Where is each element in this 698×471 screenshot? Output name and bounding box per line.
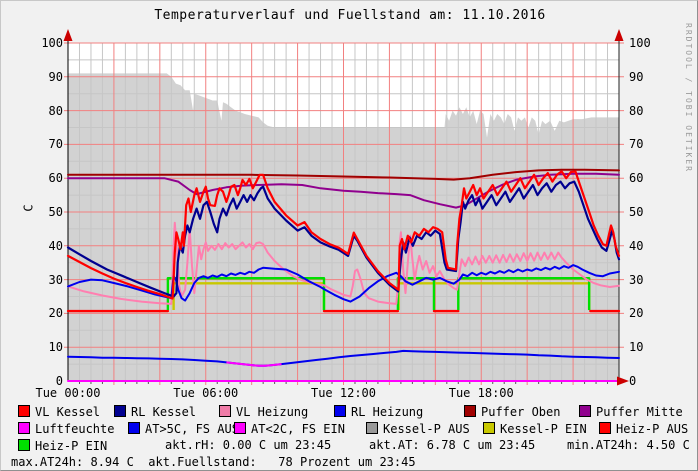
legend-swatch	[114, 405, 126, 417]
y-tick-left-0: 0	[55, 374, 63, 388]
legend-item-vl-heizung: VL Heizung	[219, 405, 308, 418]
series-rl-heizung	[67, 264, 620, 303]
legend-item-kessel-p-ein: Kessel-P EIN	[483, 422, 587, 435]
y-tick-left-30: 30	[48, 272, 63, 287]
y-tick-right-90: 90	[629, 69, 644, 84]
y-tick-right-20: 20	[629, 306, 644, 321]
y-tick-left-40: 40	[48, 238, 63, 253]
legend-swatch	[483, 422, 495, 434]
y-tick-right-70: 70	[629, 137, 644, 152]
legend-swatch	[234, 422, 246, 434]
legend-item-min-at24h-4-50-c: min.AT24h: 4.50 C	[567, 438, 690, 452]
y-tick-right-60: 60	[629, 171, 644, 186]
legend-item-rl-heizung: RL Heizung	[334, 405, 423, 418]
legend-swatch	[366, 422, 378, 434]
series-rl-kessel	[66, 180, 621, 298]
legend-item-heiz-p-aus: Heiz-P AUS	[599, 422, 688, 435]
legend-item-at-2c-fs-ein: AT<2C, FS EIN	[234, 422, 345, 435]
y-tick-right-40: 40	[629, 238, 644, 253]
legend-item-heiz-p-ein: Heiz-P EIN	[18, 439, 107, 452]
y-tick-left-60: 60	[48, 171, 63, 186]
y-tick-left-70: 70	[48, 137, 63, 152]
legend-item-puffer-oben: Puffer Oben	[464, 405, 560, 418]
legend-item-max-at24h-8-94-c-akt-fuellstand-78-prozent-um-23-45: max.AT24h: 8.94 C akt.Fuellstand: 78 Pro…	[11, 455, 416, 469]
y-tick-right-50: 50	[629, 205, 644, 219]
y-tick-left-10: 10	[48, 340, 63, 355]
series-puffer-oben	[67, 168, 620, 181]
legend-item-puffer-mitte: Puffer Mitte	[579, 405, 683, 418]
y-tick-right-10: 10	[629, 340, 644, 355]
legend-swatch	[219, 405, 231, 417]
x-tick-6: Tue 06:00	[173, 386, 239, 400]
chart-title: Temperaturverlauf und Fuellstand am: 11.…	[154, 8, 546, 23]
y-tick-left-50: 50	[48, 205, 63, 219]
legend-swatch	[599, 422, 611, 434]
legend-item-vl-kessel: VL Kessel	[18, 405, 100, 418]
legend-item-akt-at-6-78-c-um-23-45: akt.AT: 6.78 C um 23:45	[369, 438, 536, 452]
watermark: RRDTOOL / TOBI OETIKER	[684, 23, 693, 173]
legend-swatch	[128, 422, 140, 434]
axis-arrows	[63, 29, 629, 386]
y-tick-left-20: 20	[48, 306, 63, 321]
legend-item-kessel-p-aus: Kessel-P AUS	[366, 422, 470, 435]
legend-item-at-5c-fs-aus: AT>5C, FS AUS	[128, 422, 239, 435]
legend-item-rl-kessel: RL Kessel	[114, 405, 196, 418]
y-tick-right-30: 30	[629, 272, 644, 287]
legend-swatch	[18, 405, 30, 417]
series-aussentemperatur	[67, 349, 620, 367]
y-tick-right-100: 100	[629, 36, 651, 50]
gridlines	[64, 42, 624, 385]
legend-swatch	[334, 405, 346, 417]
y-tick-right-0: 0	[629, 374, 637, 388]
x-tick-12: Tue 12:00	[310, 386, 377, 400]
legend-item-luftfeuchte: Luftfeuchte	[18, 422, 114, 435]
series-vl-kessel	[66, 170, 621, 300]
legend-swatch	[579, 405, 591, 417]
x-tick-18: Tue 18:00	[448, 386, 514, 400]
y-tick-left-80: 80	[48, 103, 63, 118]
legend-swatch	[18, 439, 30, 451]
legend-swatch	[18, 422, 30, 434]
legend-item-akt-rh-0-00-c-um-23-45: akt.rH: 0.00 C um 23:45	[165, 438, 332, 452]
y-tick-left-90: 90	[48, 69, 63, 84]
y-tick-right-80: 80	[629, 103, 644, 118]
y-tick-left-100: 100	[41, 36, 63, 50]
legend-swatch	[464, 405, 476, 417]
x-tick-0: Tue 00:00	[35, 386, 101, 400]
